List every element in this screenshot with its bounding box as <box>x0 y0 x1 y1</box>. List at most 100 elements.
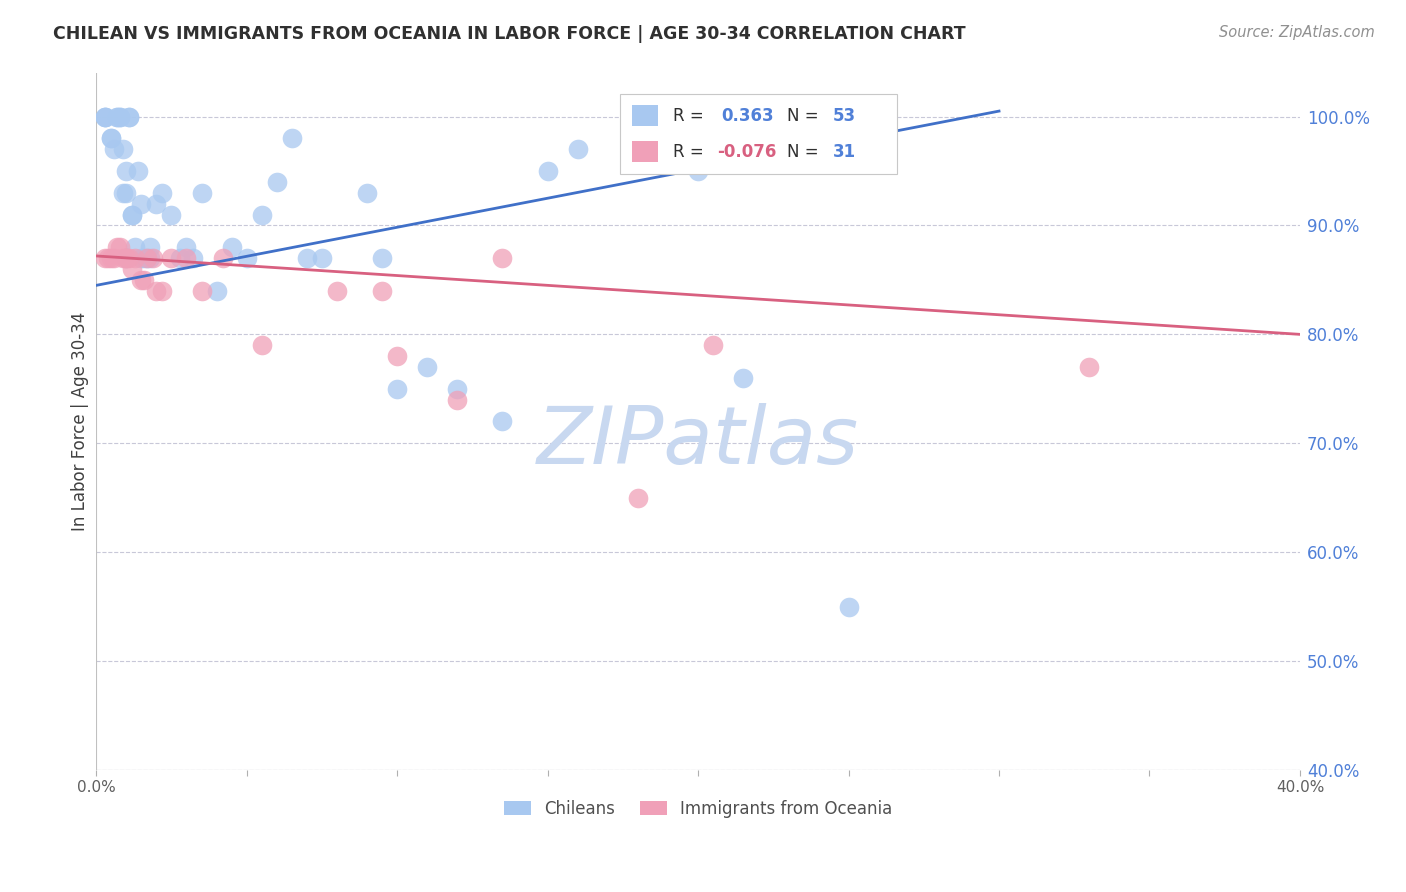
Text: Source: ZipAtlas.com: Source: ZipAtlas.com <box>1219 25 1375 40</box>
Point <box>121 262 143 277</box>
Point <box>266 175 288 189</box>
Point <box>211 251 233 265</box>
Point <box>139 251 162 265</box>
Point <box>115 251 138 265</box>
Text: R =: R = <box>673 143 703 161</box>
Point <box>127 164 149 178</box>
Point <box>118 110 141 124</box>
Point <box>100 131 122 145</box>
Point <box>94 110 117 124</box>
FancyBboxPatch shape <box>620 94 897 174</box>
Point <box>702 338 724 352</box>
Point <box>121 208 143 222</box>
Point <box>94 110 117 124</box>
Point <box>250 338 273 352</box>
Point <box>112 142 135 156</box>
Point <box>124 240 146 254</box>
Point <box>110 110 132 124</box>
Point <box>250 208 273 222</box>
Point <box>100 251 122 265</box>
Text: R =: R = <box>673 106 703 125</box>
FancyBboxPatch shape <box>631 105 658 126</box>
Point <box>131 273 153 287</box>
Point <box>145 196 167 211</box>
Point <box>688 164 710 178</box>
Point <box>176 251 198 265</box>
Point <box>145 284 167 298</box>
Point <box>142 251 165 265</box>
Point <box>160 208 183 222</box>
Point <box>190 284 212 298</box>
Text: 31: 31 <box>832 143 856 161</box>
Point <box>205 284 228 298</box>
Text: N =: N = <box>787 143 818 161</box>
Legend: Chileans, Immigrants from Oceania: Chileans, Immigrants from Oceania <box>498 793 898 824</box>
Point <box>838 599 860 614</box>
Point <box>152 186 174 200</box>
Point <box>112 186 135 200</box>
Point <box>105 240 128 254</box>
FancyBboxPatch shape <box>631 141 658 162</box>
Point <box>235 251 257 265</box>
Text: 0.363: 0.363 <box>721 106 773 125</box>
Point <box>97 251 120 265</box>
Point <box>1078 359 1101 374</box>
Point <box>110 110 132 124</box>
Point <box>105 110 128 124</box>
Point <box>181 251 204 265</box>
Point <box>356 186 378 200</box>
Point <box>491 251 513 265</box>
Point <box>115 251 138 265</box>
Point <box>536 164 558 178</box>
Point <box>371 284 394 298</box>
Point <box>169 251 191 265</box>
Point <box>112 251 135 265</box>
Point <box>103 251 125 265</box>
Point <box>131 251 153 265</box>
Point <box>627 491 650 505</box>
Point <box>121 208 143 222</box>
Point <box>160 251 183 265</box>
Point <box>110 240 132 254</box>
Point <box>94 251 117 265</box>
Point <box>385 349 408 363</box>
Point <box>295 251 318 265</box>
Point <box>134 251 156 265</box>
Point <box>446 392 468 407</box>
Point <box>118 110 141 124</box>
Text: 53: 53 <box>832 106 856 125</box>
Point <box>371 251 394 265</box>
Point <box>118 251 141 265</box>
Point <box>94 110 117 124</box>
Point <box>221 240 243 254</box>
Point <box>491 415 513 429</box>
Point <box>152 284 174 298</box>
Text: -0.076: -0.076 <box>717 143 776 161</box>
Point <box>733 371 755 385</box>
Point <box>416 359 439 374</box>
Text: ZIPatlas: ZIPatlas <box>537 403 859 482</box>
Point <box>139 240 162 254</box>
Y-axis label: In Labor Force | Age 30-34: In Labor Force | Age 30-34 <box>72 312 89 531</box>
Text: N =: N = <box>787 106 818 125</box>
Point <box>131 196 153 211</box>
Point <box>567 142 589 156</box>
Point <box>311 251 333 265</box>
Point <box>190 186 212 200</box>
Point <box>176 240 198 254</box>
Point <box>446 382 468 396</box>
Point <box>136 251 159 265</box>
Point <box>281 131 304 145</box>
Point <box>326 284 349 298</box>
Point <box>134 273 156 287</box>
Point <box>115 164 138 178</box>
Point <box>105 110 128 124</box>
Text: CHILEAN VS IMMIGRANTS FROM OCEANIA IN LABOR FORCE | AGE 30-34 CORRELATION CHART: CHILEAN VS IMMIGRANTS FROM OCEANIA IN LA… <box>53 25 966 43</box>
Point <box>115 186 138 200</box>
Point <box>385 382 408 396</box>
Point <box>115 251 138 265</box>
Point <box>100 131 122 145</box>
Point <box>136 251 159 265</box>
Point <box>103 142 125 156</box>
Point <box>124 251 146 265</box>
